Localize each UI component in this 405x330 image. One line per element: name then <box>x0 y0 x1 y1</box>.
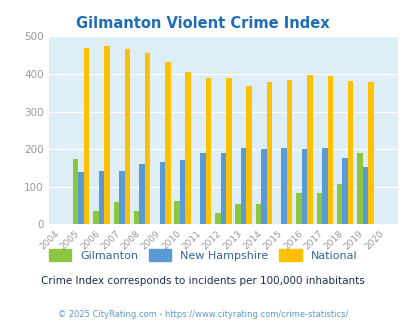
Bar <box>179 160 185 224</box>
Bar <box>327 76 332 224</box>
Bar <box>165 62 170 224</box>
Bar <box>139 164 145 224</box>
Text: © 2025 CityRating.com - https://www.cityrating.com/crime-statistics/: © 2025 CityRating.com - https://www.city… <box>58 310 347 319</box>
Bar <box>159 162 165 224</box>
Bar <box>281 148 286 224</box>
Legend: Gilmanton, New Hampshire, National: Gilmanton, New Hampshire, National <box>44 245 361 265</box>
Bar <box>174 201 179 224</box>
Bar <box>134 211 139 224</box>
Bar <box>185 72 190 224</box>
Bar <box>98 171 104 224</box>
Bar <box>367 82 373 224</box>
Bar <box>220 153 226 224</box>
Bar <box>266 82 271 224</box>
Bar <box>78 173 84 224</box>
Bar <box>321 148 327 224</box>
Bar <box>119 171 124 224</box>
Bar <box>286 80 292 224</box>
Text: Gilmanton Violent Crime Index: Gilmanton Violent Crime Index <box>76 16 329 31</box>
Bar <box>226 79 231 224</box>
Bar <box>336 184 341 224</box>
Bar <box>301 149 307 224</box>
Bar <box>205 79 211 224</box>
Bar <box>84 48 89 224</box>
Bar <box>341 158 347 224</box>
Bar <box>356 153 362 224</box>
Bar <box>124 49 130 224</box>
Bar <box>307 75 312 224</box>
Bar <box>104 47 109 224</box>
Bar <box>200 153 205 224</box>
Bar <box>260 149 266 224</box>
Bar <box>296 193 301 224</box>
Bar <box>347 81 352 224</box>
Bar <box>255 204 260 224</box>
Bar <box>145 53 150 224</box>
Bar <box>240 148 246 224</box>
Bar <box>362 167 367 224</box>
Bar <box>246 86 251 224</box>
Bar <box>316 193 321 224</box>
Bar <box>215 213 220 224</box>
Bar <box>113 202 119 224</box>
Text: Crime Index corresponds to incidents per 100,000 inhabitants: Crime Index corresponds to incidents per… <box>41 276 364 286</box>
Bar <box>73 159 78 224</box>
Bar <box>235 204 240 224</box>
Bar <box>93 211 98 224</box>
